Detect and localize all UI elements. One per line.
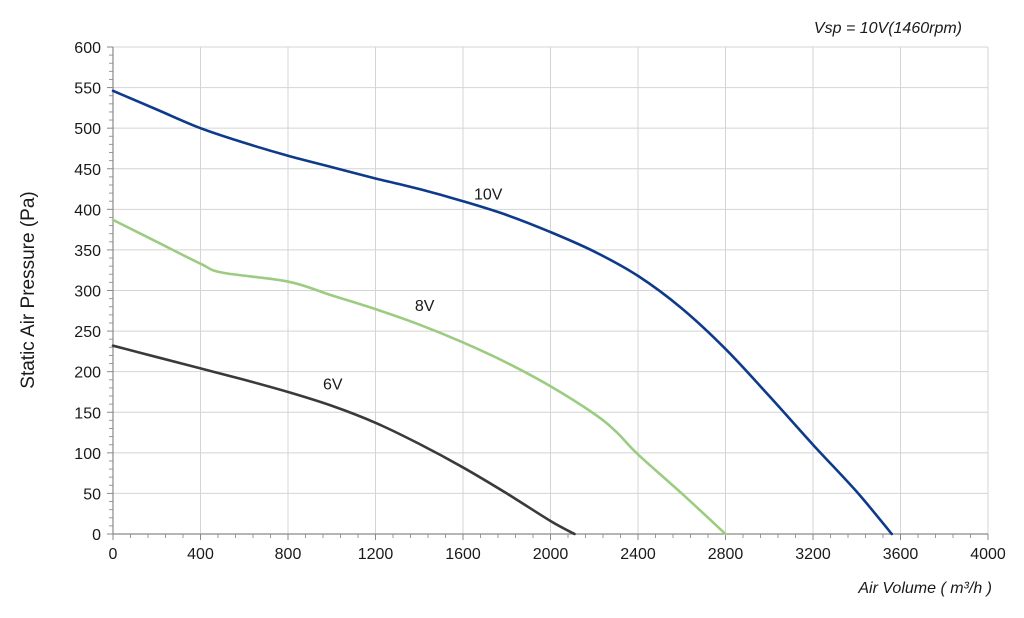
x-tick-label: 2800 <box>708 546 744 563</box>
y-tick-label: 250 <box>74 324 101 341</box>
x-tick-label: 4000 <box>970 546 1006 563</box>
y-tick-label: 550 <box>74 81 101 98</box>
x-tick-label: 400 <box>187 546 214 563</box>
x-tick-label: 2400 <box>620 546 656 563</box>
x-axis-title: Air Volume ( m³/h ) <box>857 580 992 597</box>
y-tick-label: 350 <box>74 243 101 260</box>
y-tick-label: 450 <box>74 162 101 179</box>
series-lines <box>111 89 894 536</box>
x-tick-label: 0 <box>109 546 118 563</box>
x-tick-label: 1200 <box>358 546 394 563</box>
series-label-6v: 6V <box>323 377 343 394</box>
axes <box>107 46 989 540</box>
y-tick-label: 150 <box>74 405 101 422</box>
y-tick-label: 100 <box>74 446 101 463</box>
y-tick-label: 300 <box>74 284 101 301</box>
x-tick-label: 2000 <box>533 546 569 563</box>
y-axis-title: Static Air Pressure (Pa) <box>18 191 39 388</box>
x-tick-label: 3200 <box>795 546 831 563</box>
series-line-6v <box>111 344 576 536</box>
y-tick-label: 200 <box>74 365 101 382</box>
x-tick-labels: 0 400 800 1200 1600 2000 2400 2800 3200 3600 4000 <box>109 546 1006 563</box>
x-tick-label: 800 <box>275 546 302 563</box>
grid <box>112 46 989 535</box>
series-labels: 10V 8V 6V <box>323 187 503 394</box>
y-tick-label: 400 <box>74 202 101 219</box>
y-tick-label: 500 <box>74 121 101 138</box>
y-tick-labels: 0 50 100 150 200 250 300 350 400 450 500 550 600 <box>74 40 101 544</box>
speed-annotation: Vsp = 10V(1460rpm) <box>814 20 962 37</box>
series-line-8v <box>111 218 727 536</box>
series-label-10v: 10V <box>474 187 503 204</box>
x-tick-label: 1600 <box>445 546 481 563</box>
y-tick-label: 0 <box>92 527 101 544</box>
x-tick-label: 3600 <box>883 546 919 563</box>
series-line-10v <box>111 89 894 536</box>
y-tick-label: 50 <box>83 486 101 503</box>
y-tick-label: 600 <box>74 40 101 57</box>
series-label-8v: 8V <box>415 298 435 315</box>
